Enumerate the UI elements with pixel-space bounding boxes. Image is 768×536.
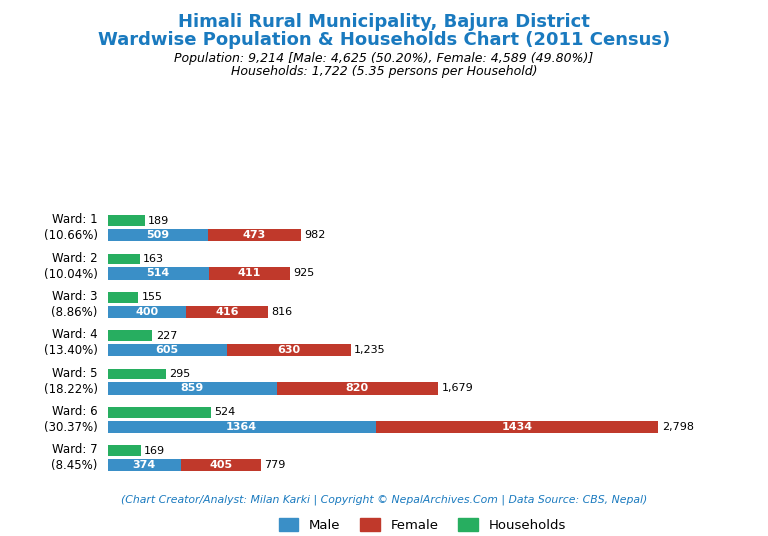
Text: 189: 189	[148, 215, 170, 226]
Text: 820: 820	[346, 383, 369, 393]
Text: 1364: 1364	[226, 422, 257, 432]
Text: 374: 374	[133, 460, 156, 470]
Bar	[108, 292, 138, 303]
Bar	[108, 267, 209, 280]
Text: 509: 509	[146, 230, 169, 240]
Text: Wardwise Population & Households Chart (2011 Census): Wardwise Population & Households Chart (…	[98, 31, 670, 49]
Bar	[108, 306, 186, 318]
Bar	[108, 459, 181, 471]
Text: 416: 416	[216, 307, 239, 317]
Text: 982: 982	[304, 230, 326, 240]
Text: 227: 227	[156, 331, 177, 340]
Text: Households: 1,722 (5.35 persons per Household): Households: 1,722 (5.35 persons per Hous…	[230, 65, 538, 78]
Bar	[108, 344, 227, 356]
Bar	[276, 382, 438, 394]
Text: 169: 169	[144, 445, 165, 456]
Text: 779: 779	[264, 460, 286, 470]
Bar	[108, 215, 144, 226]
Text: 859: 859	[180, 383, 204, 393]
Bar	[376, 421, 658, 433]
Bar	[227, 344, 350, 356]
Legend: Male, Female, Households: Male, Female, Households	[273, 513, 571, 536]
Text: 925: 925	[293, 269, 314, 279]
Text: 1,235: 1,235	[354, 345, 386, 355]
Text: 405: 405	[210, 460, 233, 470]
Text: 155: 155	[141, 292, 163, 302]
Bar	[108, 445, 141, 456]
Bar	[108, 330, 152, 341]
Text: 473: 473	[243, 230, 266, 240]
Text: 2,798: 2,798	[662, 422, 694, 432]
Bar	[108, 407, 210, 418]
Text: 411: 411	[237, 269, 261, 279]
Bar	[108, 421, 376, 433]
Bar	[186, 306, 268, 318]
Text: Population: 9,214 [Male: 4,625 (50.20%), Female: 4,589 (49.80%)]: Population: 9,214 [Male: 4,625 (50.20%),…	[174, 52, 594, 65]
Text: 400: 400	[135, 307, 158, 317]
Text: 605: 605	[155, 345, 179, 355]
Text: 1,679: 1,679	[442, 383, 473, 393]
Text: 630: 630	[277, 345, 300, 355]
Bar	[207, 229, 301, 241]
Text: (Chart Creator/Analyst: Milan Karki | Copyright © NepalArchives.Com | Data Sourc: (Chart Creator/Analyst: Milan Karki | Co…	[121, 494, 647, 505]
Text: 514: 514	[147, 269, 170, 279]
Text: 1434: 1434	[502, 422, 533, 432]
Text: Himali Rural Municipality, Bajura District: Himali Rural Municipality, Bajura Distri…	[178, 13, 590, 32]
Bar	[108, 382, 276, 394]
Bar	[108, 369, 166, 379]
Text: 295: 295	[169, 369, 190, 379]
Bar	[108, 254, 140, 264]
Text: 524: 524	[214, 407, 236, 417]
Bar	[108, 229, 207, 241]
Bar	[209, 267, 290, 280]
Bar	[181, 459, 261, 471]
Text: 163: 163	[143, 254, 164, 264]
Text: 816: 816	[272, 307, 293, 317]
